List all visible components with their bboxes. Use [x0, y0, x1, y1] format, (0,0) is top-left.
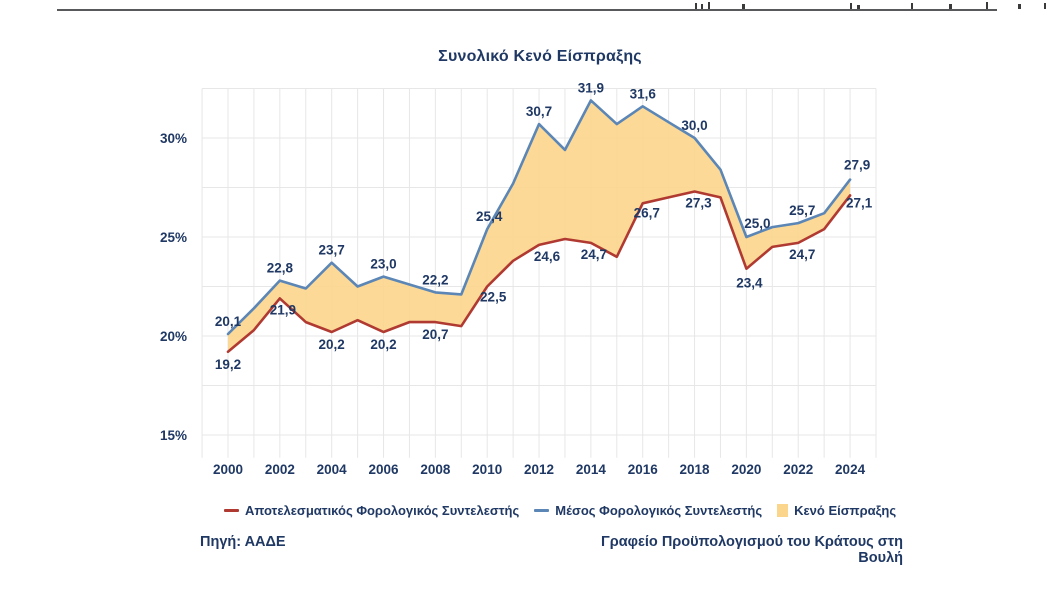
- chart-canvas: 15% 20% 25% 30% 2000 2002 2004 2006 2008 2010 2012…: [160, 80, 877, 477]
- chart-title: Συνολικό Κενό Είσπραξης: [438, 48, 642, 65]
- legend-line-swatch: [534, 508, 550, 512]
- x-axis-tick-label: 2012: [524, 462, 554, 477]
- data-label-effective: 26,7: [634, 205, 660, 220]
- x-axis-tick-label: 2010: [472, 462, 502, 477]
- legend-label: Αποτελεσματικός Φορολογικός Συντελεστής: [245, 502, 520, 518]
- data-label-effective: 19,2: [215, 357, 241, 372]
- gap-area: [228, 100, 851, 352]
- y-axis-tick-label: 20%: [160, 329, 187, 344]
- legend-item: Κενό Είσπραξης: [777, 503, 896, 518]
- data-label-average: 30,0: [681, 118, 707, 133]
- data-label-average: 25,4: [476, 209, 503, 224]
- data-label-average: 27,9: [844, 158, 870, 173]
- legend-label: Κενό Είσπραξης: [794, 502, 897, 518]
- data-label-average: 22,8: [267, 261, 294, 276]
- x-axis-tick-label: 2024: [835, 462, 866, 477]
- x-axis-tick-label: 2016: [628, 462, 659, 477]
- legend-item: Αποτελεσματικός Φορολογικός Συντελεστής: [224, 503, 519, 518]
- header-rule: [57, 9, 997, 11]
- x-axis-tick-label: 2006: [368, 462, 399, 477]
- y-axis-tick-label: 25%: [160, 230, 187, 245]
- x-axis-tick-label: 2022: [783, 462, 813, 477]
- data-label-average: 31,6: [630, 86, 657, 101]
- y-axis-tick-label: 15%: [160, 428, 187, 443]
- data-label-average: 23,7: [319, 243, 345, 258]
- x-axis-tick-label: 2000: [213, 462, 243, 477]
- data-label-effective: 20,7: [422, 327, 448, 342]
- data-label-effective: 20,2: [370, 337, 396, 352]
- data-label-effective: 22,5: [480, 290, 507, 305]
- source-label: Πηγή: ΑΑΔΕ: [200, 534, 286, 550]
- x-axis-tick-label: 2002: [265, 462, 295, 477]
- x-axis-tick-label: 2020: [731, 462, 761, 477]
- data-label-average: 22,2: [422, 272, 448, 287]
- data-label-effective: 23,4: [736, 276, 763, 291]
- data-label-effective: 27,1: [846, 195, 873, 210]
- x-axis-tick-label: 2014: [576, 462, 607, 477]
- credit-label: Γραφείο Προϋπολογισμού του Κράτους στη Β…: [601, 534, 903, 566]
- legend-line-swatch: [224, 508, 239, 512]
- y-axis-tick-label: 30%: [160, 131, 187, 146]
- x-axis-tick-label: 2018: [680, 462, 711, 477]
- data-label-effective: 24,6: [534, 249, 561, 264]
- data-label-effective: 24,7: [789, 247, 815, 262]
- average-rate-line: [226, 99, 852, 336]
- x-axis-tick-label: 2008: [420, 462, 451, 477]
- data-label-average: 25,0: [744, 216, 770, 231]
- data-label-effective: 20,2: [319, 337, 345, 352]
- data-label-average: 31,9: [578, 80, 604, 95]
- legend-area-swatch: [777, 503, 789, 517]
- data-label-average: 20,1: [215, 314, 242, 329]
- chart-legend: Αποτελεσματικός Φορολογικός Συντελεστής Μ…: [224, 500, 924, 520]
- data-label-average: 23,0: [370, 257, 396, 272]
- data-label-effective: 21,9: [270, 302, 296, 317]
- data-label-average: 25,7: [789, 203, 815, 218]
- data-label-average: 30,7: [526, 104, 552, 119]
- x-axis-tick-label: 2004: [317, 462, 348, 477]
- legend-item: Μέσος Φορολογικός Συντελεστής: [534, 503, 762, 518]
- data-label-effective: 27,3: [685, 195, 712, 210]
- effective-rate-line: [226, 190, 852, 354]
- legend-label: Μέσος Φορολογικός Συντελεστής: [555, 502, 763, 518]
- data-label-effective: 24,7: [581, 247, 607, 262]
